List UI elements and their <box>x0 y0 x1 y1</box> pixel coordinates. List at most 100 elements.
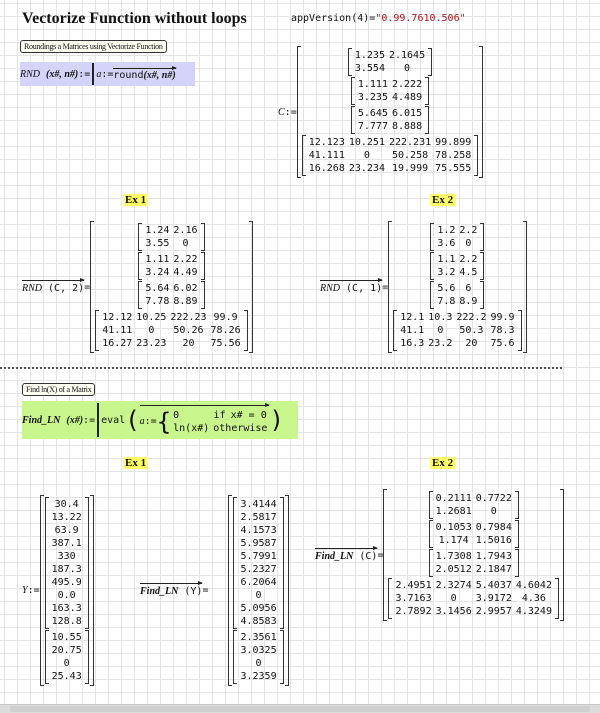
left-bracket <box>393 310 398 351</box>
right-bracket <box>425 106 430 134</box>
matrix-cell: 12.1 <box>400 312 425 323</box>
find-ln-definition[interactable]: Find_LN (x#):= eval ( a:={ 0 if x# = 0 ln(… <box>22 401 298 439</box>
matrix-cell: 5.9587 <box>240 537 277 549</box>
nested-matrix: 1.7308 1.7943 2.0512 2.1847 <box>428 549 519 577</box>
right-bracket <box>554 578 559 619</box>
nested-matrix: 1.235 2.1645 3.554 0 <box>347 48 433 76</box>
matrix-cell: 3.2359 <box>240 670 277 682</box>
section2-label[interactable]: Find ln(X) of a Matrix <box>22 383 96 396</box>
matrix-rnd-c-1: 1.2 2.2 3.6 0 1.1 2.2 3.2 4.5 5.6 6 7.8 8.9 12.1 10.3… <box>388 221 527 353</box>
left-bracket <box>383 489 388 621</box>
rnd-call-name: RND <box>22 283 42 294</box>
right-bracket <box>279 496 284 629</box>
var-a: a <box>139 416 145 427</box>
outer-matrix: 3.4144 2.5817 4.1573 5.9587 5.7991 5.2327 6.20… <box>228 494 289 686</box>
right-bracket <box>279 629 284 684</box>
program-bar <box>97 403 100 437</box>
matrix-cell: 99.9 <box>213 312 238 323</box>
left-bracket <box>228 494 233 686</box>
rnd-def-args: (x#, n#) <box>46 68 79 80</box>
rnd-call-name: RND <box>320 283 340 294</box>
case2-value: ln(x#) <box>173 422 210 434</box>
matrix-cell: 4.6042 <box>515 580 552 591</box>
case1-value: 0 <box>173 409 180 421</box>
matrix-cell: 16.3 <box>400 338 425 349</box>
nested-matrix: 10.55 20.75 0 25.43 <box>44 629 89 684</box>
matrix-cell: 4.5 <box>459 267 478 278</box>
matrix-cell: 6.015 <box>391 108 423 119</box>
matrix-cell: 2.22 <box>173 254 198 265</box>
rnd-c-2-result[interactable]: RND (C, 2) = 1.24 2.16 3.55 0 1.11 2.22 3.24 4.4… <box>22 216 253 358</box>
matrix-cell: 222.231 <box>388 137 432 148</box>
equals-sign: = <box>369 13 376 24</box>
nested-matrix: 12.1 10.3 222.2 99.9 41.1 0 50.3 78.3 16.3 23.2 20… <box>393 310 522 351</box>
matrix-cell: 8.89 <box>173 296 198 307</box>
nested-matrix: 2.4951 2.3274 5.4037 4.6042 3.7163 0 3.9172 4.3… <box>388 578 559 619</box>
right-bracket <box>284 494 289 686</box>
matrix-cell: 23.23 <box>136 338 167 349</box>
matrix-cell: 128.8 <box>51 615 82 627</box>
nested-matrix: 5.64 6.02 7.78 8.89 <box>138 281 205 309</box>
assign-operator: := <box>83 414 96 426</box>
matrix-cell: 10.55 <box>51 631 82 643</box>
matrix-cell: 0 <box>465 238 472 249</box>
matrix-cell: 19.999 <box>391 163 429 174</box>
find-ln-c-result[interactable]: Find_LN (C) = 0.2111 0.7722 1.2681 0 0.1053 0.… <box>315 484 564 626</box>
matrix-cell: 1.5016 <box>475 535 512 546</box>
assign-operator: := <box>284 106 297 118</box>
left-bracket <box>430 252 435 280</box>
matrix-cell: 0 <box>63 657 70 669</box>
case1-test: x# = 0 <box>230 409 267 421</box>
right-bracket <box>514 520 519 548</box>
right-bracket <box>428 48 433 76</box>
left-bracket <box>44 496 49 629</box>
matrix-cell: 75.56 <box>210 338 241 349</box>
find-ln-def-name: Find_LN <box>22 414 61 426</box>
matrix-cell: 163.3 <box>51 602 82 614</box>
matrix-cell: 78.26 <box>210 325 241 336</box>
matrix-cell: 2.0512 <box>435 564 472 575</box>
matrix-cell: 23.2 <box>428 338 453 349</box>
matrix-cell: 5.6 <box>437 283 456 294</box>
matrix-cell: 5.2327 <box>240 563 277 575</box>
case1-cond: if <box>213 409 226 421</box>
nested-matrix: 5.645 6.015 7.777 8.888 <box>350 106 430 134</box>
find-ln-y-result[interactable]: Find_LN (Y) = 3.4144 2.5817 4.1573 5.9587 5.7… <box>140 484 289 696</box>
app-version-region[interactable]: appVersion(4)="0.99.7610.506" <box>291 13 466 24</box>
matrix-cell: 1.111 <box>357 79 388 90</box>
left-bracket <box>428 549 433 577</box>
nested-matrix: 12.123 10.251 222.231 99.899 41.111 0 50.258 78… <box>301 135 479 176</box>
rnd-definition[interactable]: RND (x#, n#):= a:= round(x#, n#) <box>20 62 195 86</box>
equals-sign: = <box>202 584 209 596</box>
rnd-body-args: (x#, n#) <box>143 69 176 81</box>
matrix-cell: 20 <box>182 338 195 349</box>
matrix-cell: 1.2681 <box>435 506 472 517</box>
right-bracket <box>243 310 248 351</box>
scrollbar-thumb[interactable] <box>10 706 590 712</box>
equals-sign: = <box>84 281 91 293</box>
matrix-cell: 2.1847 <box>475 564 512 575</box>
horizontal-scrollbar[interactable] <box>0 704 600 713</box>
matrix-cell: 6 <box>465 283 472 294</box>
matrix-ln-c: 0.2111 0.7722 1.2681 0 0.1053 0.7984 1.174 1.50… <box>383 489 564 621</box>
assign-operator: := <box>144 416 157 427</box>
matrix-cell: 3.9172 <box>475 593 512 604</box>
matrix-cell: 0.7984 <box>475 522 512 533</box>
matrix-cell: 2.2 <box>459 225 478 236</box>
matrix-cell: 1.2 <box>437 225 456 236</box>
assign-operator: := <box>101 68 114 80</box>
matrix-cell: 10.251 <box>348 137 385 148</box>
matrix-cell: 0.1053 <box>435 522 472 533</box>
right-bracket <box>200 252 205 280</box>
left-bracket <box>388 578 393 619</box>
matrix-cell: 6.02 <box>173 283 198 294</box>
matrix-cell: 222.23 <box>170 312 207 323</box>
c-definition[interactable]: C:= 1.235 2.1645 3.554 0 1.111 2.222 3.235 4.48… <box>278 38 484 186</box>
y-definition[interactable]: Y:= 30.4 13.22 63.9 387.1 330 187.3 495.9 0.0 16… <box>22 484 94 696</box>
matrix-cell: 1.174 <box>438 535 469 546</box>
matrix-cell: 1.24 <box>145 225 170 236</box>
section1-label[interactable]: Roundings a Matrices using Vectorize Fun… <box>20 40 167 53</box>
outer-matrix: 1.2 2.2 3.6 0 1.1 2.2 3.2 4.5 5.6 6 7.8 8.9 12.1 10.3… <box>388 221 527 353</box>
rnd-c-1-result[interactable]: RND (C, 1) = 1.2 2.2 3.6 0 1.1 2.2 3.2 4.5 5.6 6 7.… <box>320 216 527 358</box>
ex1-label: Ex 1 <box>123 194 149 206</box>
